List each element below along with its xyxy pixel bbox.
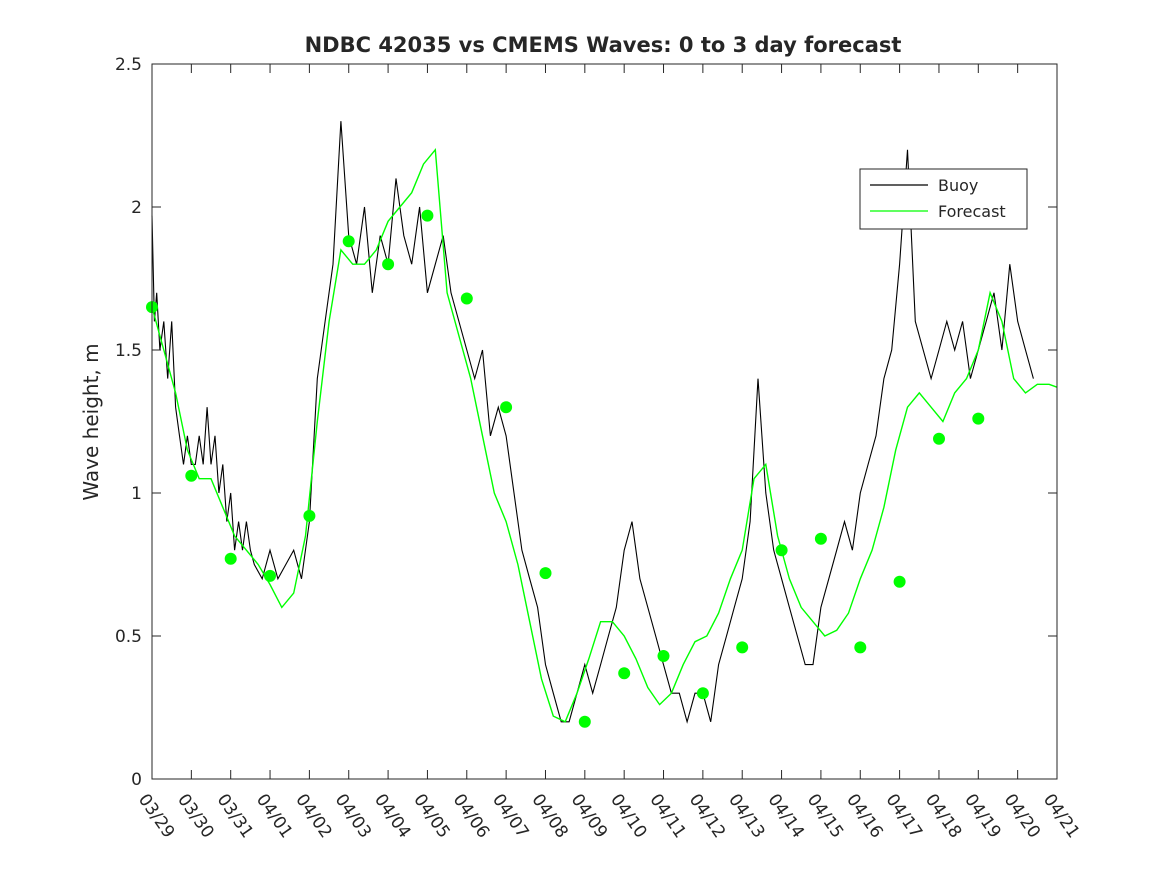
y-axis-label: Wave height, m	[79, 343, 103, 500]
forecast-marker	[618, 667, 631, 680]
forecast-marker	[933, 432, 945, 445]
forecast-marker	[972, 412, 985, 425]
legend-box	[859, 168, 1028, 230]
forecast-marker	[578, 715, 591, 728]
y-tick-label: 1	[131, 484, 142, 504]
plot-area	[146, 121, 1058, 728]
forecast-marker	[893, 575, 906, 588]
forecast-marker	[696, 687, 709, 700]
y-tick-label: 2	[131, 198, 142, 218]
legend: Buoy Forecast	[859, 168, 1028, 230]
y-tick-label: 1.5	[115, 341, 142, 361]
y-tick-label: 2.5	[115, 55, 142, 75]
y-tick-label: 0	[131, 770, 142, 790]
series-line-buoy	[151, 121, 1034, 724]
forecast-marker	[421, 209, 434, 222]
forecast-marker	[382, 258, 395, 271]
forecast-marker	[303, 509, 316, 522]
series-line-forecast	[151, 148, 1058, 723]
forecast-marker	[539, 567, 552, 580]
plot-frame	[151, 63, 1058, 780]
legend-label-forecast: Forecast	[938, 202, 1006, 221]
forecast-marker	[500, 401, 513, 414]
forecast-marker	[775, 544, 788, 557]
chart-title: NDBC 42035 vs CMEMS Waves: 0 to 3 day fo…	[305, 33, 902, 57]
forecast-marker	[460, 292, 473, 305]
forecast-marker	[224, 552, 237, 565]
forecast-marker	[185, 469, 198, 482]
legend-label-buoy: Buoy	[938, 176, 978, 195]
forecast-marker	[736, 641, 749, 654]
forecast-marker	[264, 569, 276, 582]
y-tick-label: 0.5	[115, 627, 142, 647]
forecast-marker	[814, 532, 827, 545]
y-axis: 0 0.5 1 1.5 2 2.5	[115, 55, 1057, 790]
forecast-marker	[342, 235, 355, 248]
forecast-marker	[657, 650, 670, 662]
forecast-marker	[854, 641, 867, 654]
